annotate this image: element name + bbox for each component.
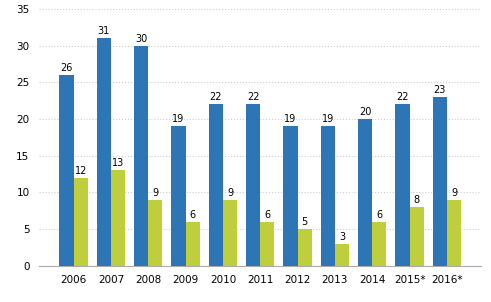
Bar [372, 222, 386, 266]
Text: 8: 8 [413, 195, 420, 205]
Text: 20: 20 [359, 107, 371, 117]
Bar [409, 207, 424, 266]
Text: 22: 22 [247, 92, 259, 102]
Bar [97, 38, 111, 266]
Text: 22: 22 [396, 92, 409, 102]
Text: 9: 9 [227, 188, 233, 198]
Bar [395, 104, 409, 266]
Text: 6: 6 [376, 210, 382, 220]
Bar [74, 178, 88, 266]
Text: 6: 6 [190, 210, 196, 220]
Bar [447, 200, 461, 266]
Text: 31: 31 [98, 26, 110, 36]
Text: 9: 9 [152, 188, 159, 198]
Text: 13: 13 [112, 158, 124, 168]
Bar [148, 200, 163, 266]
Bar [186, 222, 200, 266]
Text: 12: 12 [75, 165, 87, 175]
Text: 3: 3 [339, 232, 345, 242]
Text: 9: 9 [451, 188, 457, 198]
Text: 6: 6 [264, 210, 271, 220]
Bar [433, 97, 447, 266]
Text: 22: 22 [210, 92, 222, 102]
Bar [223, 200, 237, 266]
Text: 19: 19 [322, 114, 334, 124]
Text: 30: 30 [135, 34, 147, 43]
Text: 26: 26 [60, 63, 73, 73]
Bar [335, 244, 349, 266]
Text: 19: 19 [172, 114, 185, 124]
Bar [260, 222, 274, 266]
Bar [111, 170, 125, 266]
Text: 19: 19 [284, 114, 297, 124]
Bar [209, 104, 223, 266]
Bar [298, 229, 312, 266]
Bar [283, 127, 298, 266]
Bar [358, 119, 372, 266]
Bar [321, 127, 335, 266]
Bar [246, 104, 260, 266]
Text: 5: 5 [301, 217, 308, 227]
Bar [171, 127, 186, 266]
Text: 23: 23 [434, 85, 446, 95]
Bar [59, 75, 74, 266]
Bar [134, 46, 148, 266]
